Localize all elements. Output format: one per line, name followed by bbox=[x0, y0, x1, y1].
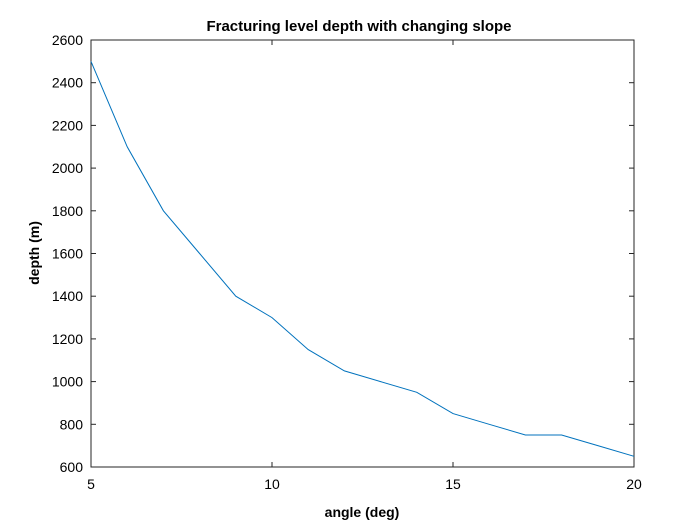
x-tick-label: 15 bbox=[445, 476, 461, 492]
y-tick-label: 1000 bbox=[52, 374, 83, 390]
series-line bbox=[90, 61, 635, 457]
x-tick-label: 10 bbox=[264, 476, 280, 492]
y-tick-labels: 600 800 1000 1200 1400 1600 1800 2000 2200 2400 26… bbox=[52, 32, 83, 475]
x-tick-label: 5 bbox=[87, 476, 95, 492]
y-axis-label: depth (m) bbox=[26, 221, 42, 285]
plot-area bbox=[90, 39, 635, 468]
x-tick-label: 20 bbox=[626, 476, 642, 492]
y-tick-label: 800 bbox=[60, 416, 84, 432]
x-axis-label: angle (deg) bbox=[325, 504, 400, 520]
y-tick-label: 600 bbox=[60, 459, 84, 475]
y-tick-label: 2600 bbox=[52, 32, 83, 48]
y-tick-label: 2000 bbox=[52, 160, 83, 176]
y-tick-label: 1600 bbox=[52, 246, 83, 262]
x-tick-labels: 5 10 15 20 bbox=[87, 476, 642, 492]
y-tick-label: 1400 bbox=[52, 288, 83, 304]
y-tick-label: 2400 bbox=[52, 75, 83, 91]
tick-marks bbox=[90, 39, 635, 468]
chart-title: Fracturing level depth with changing slo… bbox=[206, 18, 511, 35]
y-tick-label: 1200 bbox=[52, 331, 83, 347]
y-tick-label: 2200 bbox=[52, 117, 83, 133]
y-tick-label: 1800 bbox=[52, 203, 83, 219]
